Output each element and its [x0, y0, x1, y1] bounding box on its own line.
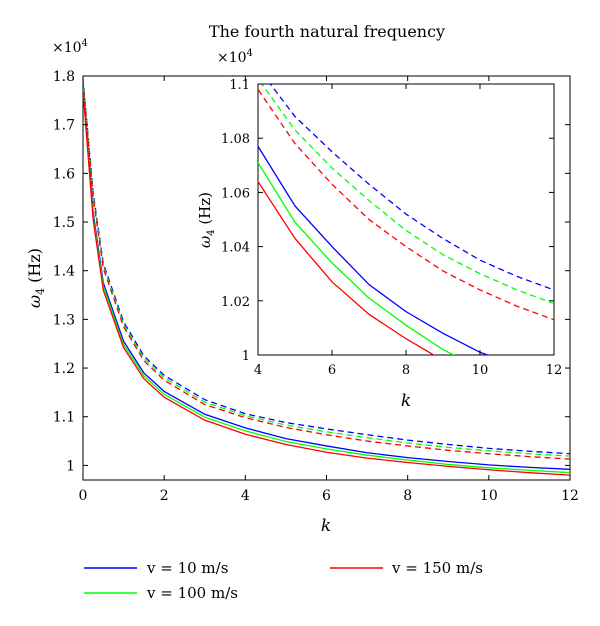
main-ticks-group: 0 2 4 6 8 10 12 1 1.1 1.2 1.3 1.4 1.5 1.6 1.7 1.8	[53, 69, 579, 504]
inset-y-tick-label: 1.02	[221, 295, 250, 310]
main-y-tick-label: 1	[66, 458, 75, 474]
main-y-tick-label: 1.4	[53, 264, 75, 280]
main-series-line-3-dashed	[83, 78, 570, 455]
chart-title: The fourth natural frequency	[209, 22, 445, 41]
inset-y-tick-label: 1.1	[229, 78, 250, 93]
main-series-line-5-dashed	[83, 81, 570, 460]
main-series-line-0-solid	[83, 85, 570, 470]
main-y-tick-label: 1.1	[53, 410, 75, 426]
legend-label-v10: v = 10 m/s	[146, 559, 228, 577]
inset-series-line-2-solid	[258, 180, 436, 355]
main-series-line-4-dashed	[83, 79, 570, 457]
main-series-line-1-solid	[83, 88, 570, 474]
inset-x-tick-label: 12	[546, 363, 563, 378]
inset-y-tick-label: 1	[242, 349, 250, 364]
main-series-line-2-solid	[83, 90, 570, 476]
main-x-tick-label: 0	[79, 488, 88, 504]
main-y-tick-label: 1.2	[53, 361, 75, 377]
inset-x-tick-label: 8	[402, 363, 410, 378]
main-x-tick-label: 8	[403, 488, 412, 504]
inset-y-axis-label: ω4 (Hz)	[196, 192, 217, 248]
inset-x-tick-label: 10	[472, 363, 489, 378]
main-x-tick-label: 2	[160, 488, 169, 504]
inset-y-tick-label: 1.06	[221, 186, 250, 201]
main-x-tick-label: 4	[241, 488, 250, 504]
inset-series-line-0-solid	[258, 144, 490, 355]
main-y-axis-label: ω4 (Hz)	[25, 248, 47, 308]
inset-series-line-4-dashed	[261, 84, 554, 305]
main-x-tick-label: 10	[480, 488, 498, 504]
inset-series-line-5-dashed	[258, 87, 554, 321]
main-x-tick-label: 6	[322, 488, 331, 504]
legend: v = 10 m/s v = 100 m/s v = 150 m/s	[84, 559, 483, 602]
main-y-tick-label: 1.3	[53, 312, 75, 328]
legend-label-v150: v = 150 m/s	[391, 559, 483, 577]
inset-series-line-1-solid	[258, 161, 455, 355]
inset-y-tick-label: 1.04	[221, 241, 250, 256]
main-scale-note: ×104	[52, 38, 88, 56]
inset-series-group	[258, 84, 554, 355]
inset-y-tick-label: 1.08	[221, 132, 250, 147]
main-y-tick-label: 1.6	[53, 166, 75, 182]
inset-x-tick-label: 4	[254, 363, 262, 378]
main-x-axis-label: k	[321, 516, 331, 536]
main-y-tick-label: 1.5	[53, 215, 75, 231]
main-x-tick-label: 12	[561, 488, 579, 504]
inset-scale-note: ×104	[217, 48, 253, 66]
legend-label-v100: v = 100 m/s	[146, 584, 238, 602]
inset-series-line-3-dashed	[269, 84, 554, 291]
main-y-tick-label: 1.7	[53, 118, 75, 134]
inset-x-axis-label: k	[401, 391, 411, 411]
main-y-tick-label: 1.8	[53, 69, 75, 85]
inset-x-tick-label: 6	[328, 363, 336, 378]
inset-plot-area	[257, 83, 555, 356]
inset-ticks-group: 4 6 8 10 12 1 1.02 1.04 1.06 1.08 1.1	[221, 78, 562, 378]
main-series-group	[83, 78, 570, 476]
